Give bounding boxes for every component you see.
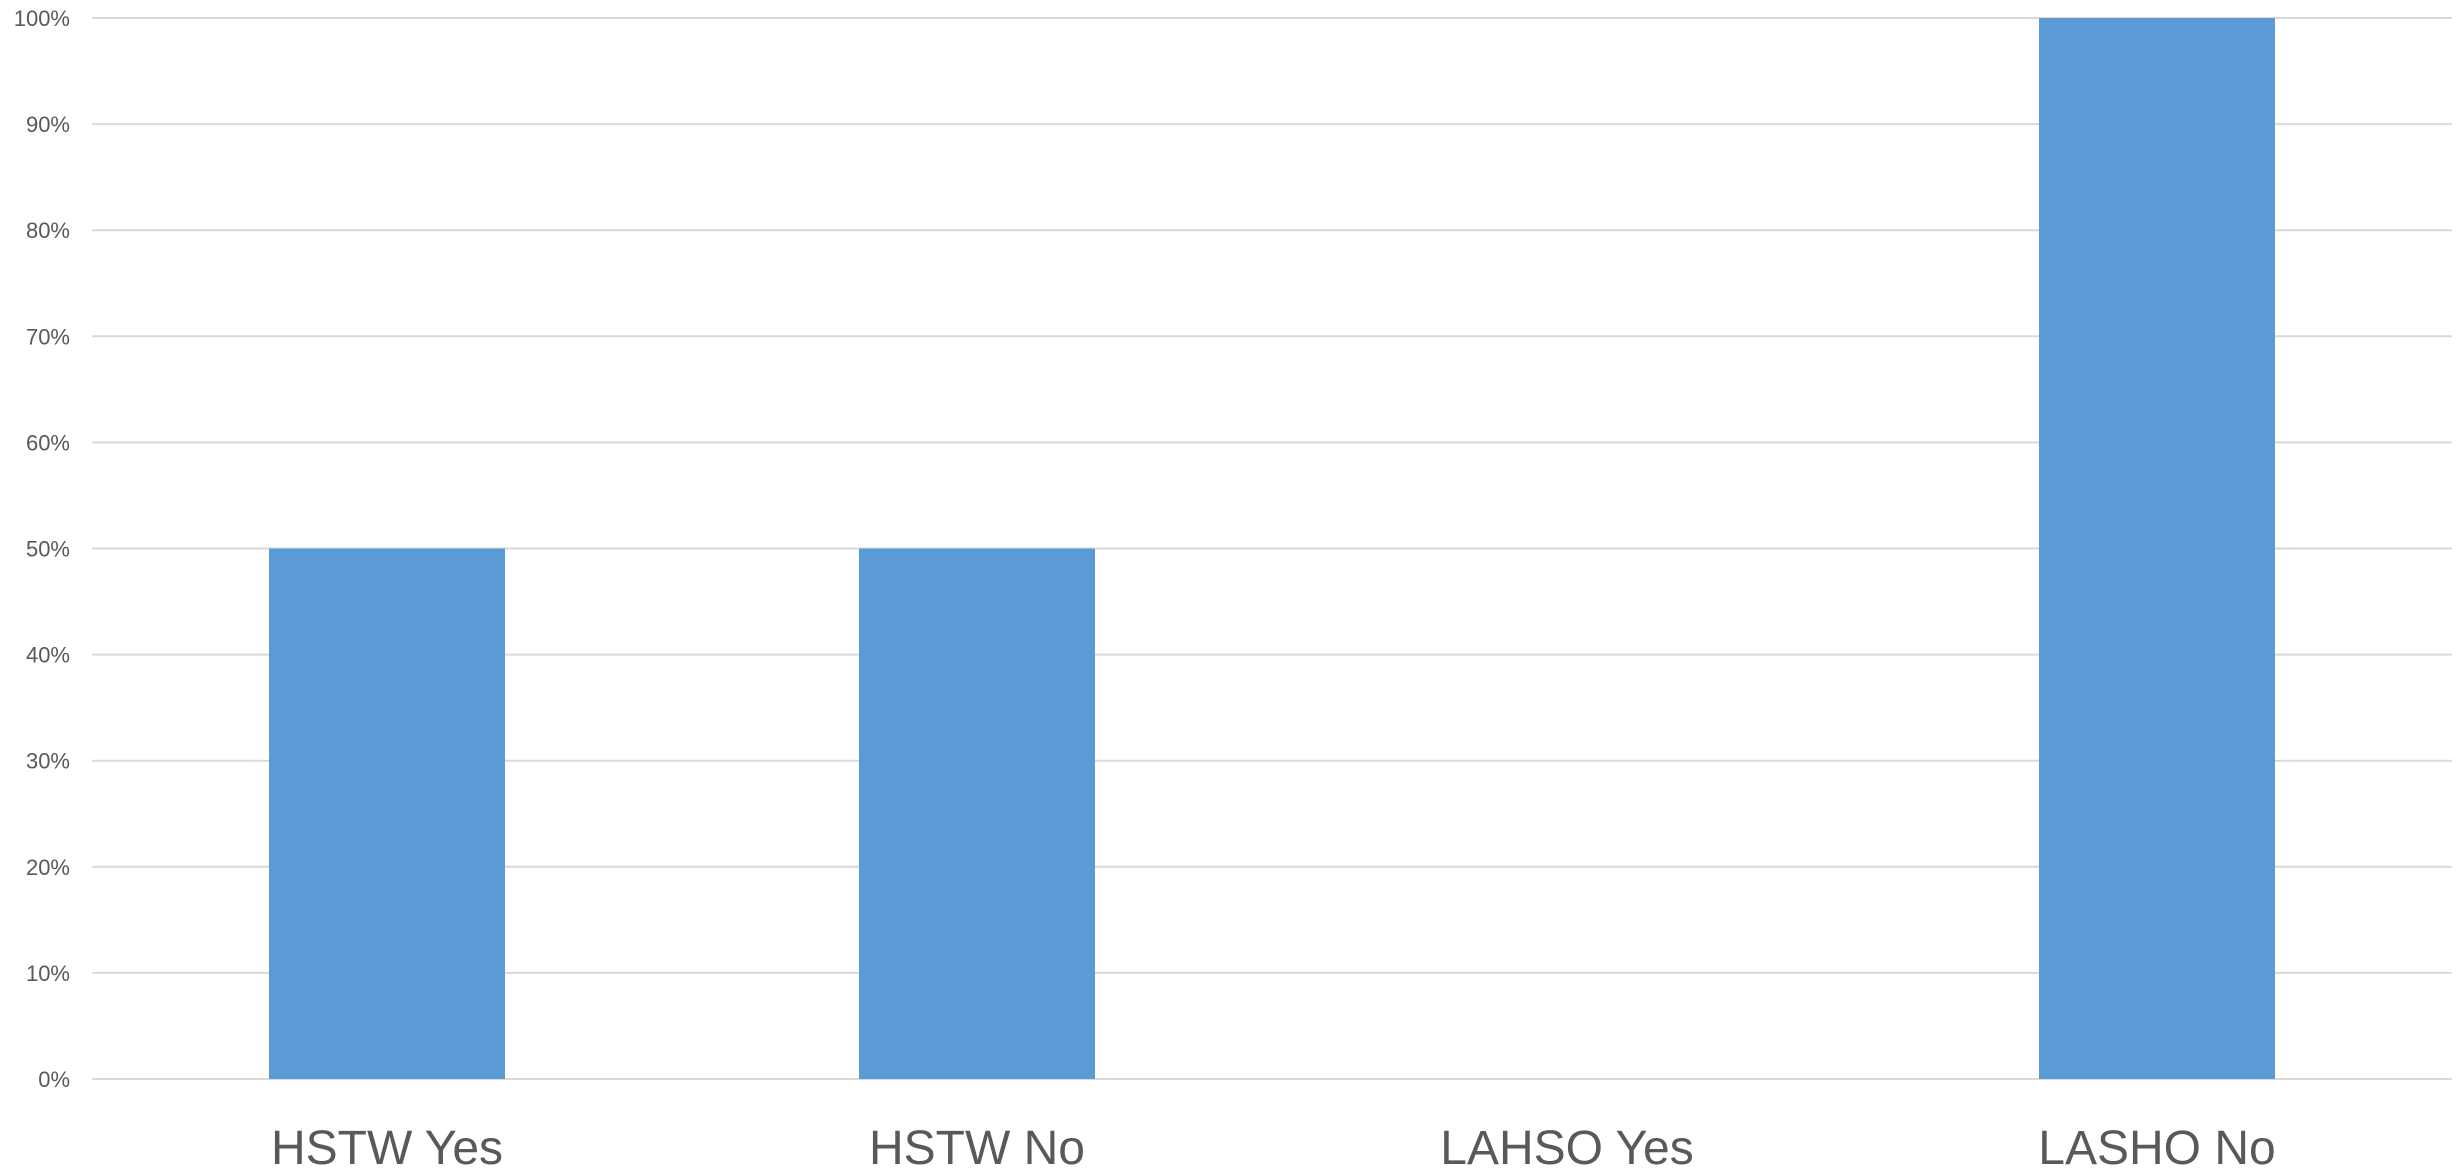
y-tick-label: 60% bbox=[26, 430, 70, 455]
y-tick-label: 10% bbox=[26, 961, 70, 986]
y-tick-label: 40% bbox=[26, 643, 70, 668]
x-tick-label: HSTW Yes bbox=[271, 1122, 503, 1174]
y-tick-label: 70% bbox=[26, 324, 70, 349]
bar bbox=[859, 548, 1095, 1079]
x-tick-label: LAHSO Yes bbox=[1440, 1122, 1694, 1174]
bars bbox=[269, 18, 2275, 1079]
bar bbox=[2039, 18, 2275, 1079]
y-tick-label: 80% bbox=[26, 218, 70, 243]
x-tick-label: LASHO No bbox=[2038, 1122, 2275, 1174]
x-tick-label: HSTW No bbox=[869, 1122, 1085, 1174]
y-axis-tick-labels: 0% 10% 20% 30% 40% 50% 60% 70% 80% 90% 100% bbox=[14, 6, 70, 1092]
y-tick-label: 20% bbox=[26, 855, 70, 880]
y-tick-label: 90% bbox=[26, 112, 70, 137]
y-tick-label: 100% bbox=[14, 6, 70, 31]
bar bbox=[269, 548, 505, 1079]
x-axis-category-labels: HSTW Yes HSTW No LAHSO Yes LASHO No bbox=[271, 1122, 2276, 1174]
y-tick-label: 0% bbox=[38, 1067, 70, 1092]
y-tick-label: 50% bbox=[26, 537, 70, 562]
y-tick-label: 30% bbox=[26, 749, 70, 774]
